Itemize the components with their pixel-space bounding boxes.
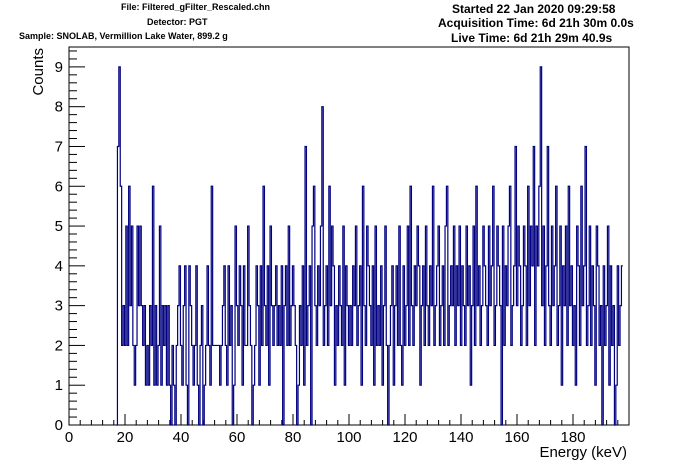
x-tick-label: 20 — [117, 429, 134, 446]
y-tick-label: 2 — [55, 337, 63, 354]
x-tick-label: 60 — [229, 429, 246, 446]
sample-label: Sample: SNOLAB, Vermillion Lake Water, 8… — [19, 31, 228, 41]
y-tick-label: 6 — [55, 178, 63, 195]
acquisition-time-label: Acquisition Time: 6d 21h 30m 0.0s — [438, 16, 634, 30]
x-tick-label: 40 — [173, 429, 190, 446]
y-tick-label: 5 — [55, 218, 63, 235]
y-tick-label: 3 — [55, 298, 63, 315]
x-tick-label: 0 — [65, 429, 73, 446]
x-tick-label: 160 — [504, 429, 529, 446]
tick-labels: 0 20 40 60 80 100 120 140 160 180 0 1 2 3 4 5 6 7 8 9 — [55, 59, 586, 446]
x-axis-title: Energy (keV) — [539, 444, 627, 461]
y-tick-label: 7 — [55, 138, 63, 155]
file-name-label: File: Filtered_gFilter_Rescaled.chn — [121, 2, 271, 12]
live-time-label: Live Time: 6d 21h 29m 40.9s — [451, 31, 613, 45]
x-tick-label: 100 — [336, 429, 361, 446]
y-tick-label: 8 — [55, 99, 63, 116]
x-tick-label: 140 — [448, 429, 473, 446]
axis-ticks — [68, 50, 630, 426]
y-axis-title: Counts — [30, 48, 47, 96]
y-tick-label: 1 — [55, 377, 63, 394]
x-tick-label: 180 — [560, 429, 585, 446]
x-tick-label: 80 — [285, 429, 302, 446]
detector-label: Detector: PGT — [147, 17, 208, 27]
y-tick-label: 0 — [55, 417, 63, 434]
x-tick-label: 120 — [392, 429, 417, 446]
y-tick-label: 9 — [55, 59, 63, 76]
y-tick-label: 4 — [55, 258, 63, 275]
start-time-label: Started 22 Jan 2020 09:29:58 — [452, 2, 616, 16]
series-step-line — [116, 66, 623, 426]
